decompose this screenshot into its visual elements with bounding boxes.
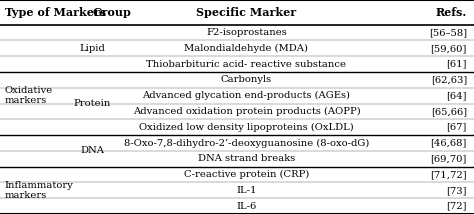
Text: [56–58]: [56–58] bbox=[429, 28, 467, 37]
Text: Group: Group bbox=[92, 7, 131, 18]
Text: [59,60]: [59,60] bbox=[430, 44, 467, 53]
Text: [62,63]: [62,63] bbox=[431, 75, 467, 84]
Text: IL-1: IL-1 bbox=[236, 186, 257, 195]
Text: Carbonyls: Carbonyls bbox=[221, 75, 272, 84]
Text: DNA: DNA bbox=[81, 146, 104, 155]
Text: Protein: Protein bbox=[74, 99, 111, 108]
Text: Advanced glycation end-products (AGEs): Advanced glycation end-products (AGEs) bbox=[143, 91, 350, 100]
Text: Inflammatory
markers: Inflammatory markers bbox=[5, 181, 73, 200]
Text: [71,72]: [71,72] bbox=[430, 170, 467, 179]
Text: [46,68]: [46,68] bbox=[430, 138, 467, 147]
Text: [73]: [73] bbox=[447, 186, 467, 195]
Text: Advanced oxidation protein products (AOPP): Advanced oxidation protein products (AOP… bbox=[133, 107, 360, 116]
Text: [61]: [61] bbox=[447, 59, 467, 68]
Text: [72]: [72] bbox=[447, 202, 467, 211]
Text: Oxidative
markers: Oxidative markers bbox=[5, 86, 53, 105]
Text: Type of Markers: Type of Markers bbox=[5, 7, 106, 18]
Text: DNA strand breaks: DNA strand breaks bbox=[198, 154, 295, 163]
Text: [67]: [67] bbox=[447, 123, 467, 132]
Text: Lipid: Lipid bbox=[80, 44, 105, 53]
Text: Malondialdehyde (MDA): Malondialdehyde (MDA) bbox=[184, 44, 309, 53]
Text: Specific Marker: Specific Marker bbox=[196, 7, 297, 18]
Text: F2-isoprostanes: F2-isoprostanes bbox=[206, 28, 287, 37]
Text: Oxidized low density lipoproteins (OxLDL): Oxidized low density lipoproteins (OxLDL… bbox=[139, 123, 354, 132]
Text: [69,70]: [69,70] bbox=[430, 154, 467, 163]
Text: 8-Oxo-7,8-dihydro-2’-deoxyguanosine (8-oxo-dG): 8-Oxo-7,8-dihydro-2’-deoxyguanosine (8-o… bbox=[124, 138, 369, 147]
Text: IL-6: IL-6 bbox=[237, 202, 256, 211]
Text: [64]: [64] bbox=[447, 91, 467, 100]
Text: C-reactive protein (CRP): C-reactive protein (CRP) bbox=[184, 170, 309, 179]
Text: Thiobarbituric acid- reactive substance: Thiobarbituric acid- reactive substance bbox=[146, 59, 346, 68]
Text: Refs.: Refs. bbox=[436, 7, 467, 18]
Text: [65,66]: [65,66] bbox=[431, 107, 467, 116]
